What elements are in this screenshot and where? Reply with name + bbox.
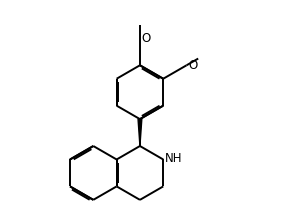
Polygon shape: [138, 119, 142, 146]
Text: O: O: [188, 59, 197, 72]
Text: O: O: [141, 32, 151, 45]
Text: NH: NH: [165, 152, 183, 165]
